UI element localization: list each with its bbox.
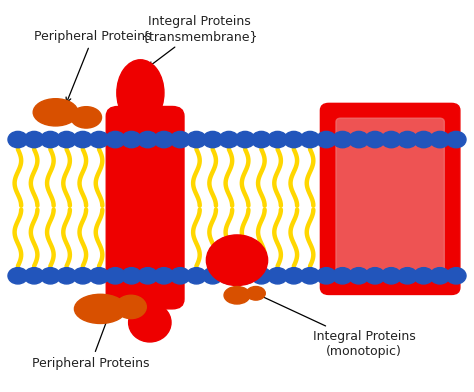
Circle shape [333,268,352,284]
Circle shape [57,268,76,284]
Circle shape [268,131,287,148]
Circle shape [349,268,369,284]
Circle shape [122,131,141,148]
Circle shape [40,268,60,284]
Circle shape [316,131,336,148]
Circle shape [268,268,287,284]
Circle shape [446,131,466,148]
Ellipse shape [246,287,265,300]
Circle shape [251,268,271,284]
Ellipse shape [116,295,146,319]
Circle shape [40,131,60,148]
Circle shape [73,131,93,148]
Circle shape [170,268,190,284]
Text: Integral Proteins
(monotopic): Integral Proteins (monotopic) [255,293,416,358]
Circle shape [398,131,417,148]
Ellipse shape [71,107,101,128]
Circle shape [446,268,466,284]
Circle shape [316,268,336,284]
Circle shape [365,268,385,284]
Text: Peripheral Proteins: Peripheral Proteins [32,317,150,370]
Circle shape [381,268,401,284]
FancyBboxPatch shape [106,107,184,309]
Ellipse shape [74,294,126,323]
Circle shape [365,131,385,148]
FancyBboxPatch shape [320,103,460,294]
Circle shape [122,268,141,284]
Circle shape [8,268,28,284]
Circle shape [430,268,450,284]
Circle shape [187,268,206,284]
Circle shape [414,268,434,284]
Circle shape [8,131,28,148]
Ellipse shape [33,99,78,126]
Circle shape [24,268,44,284]
Circle shape [430,131,450,148]
Circle shape [333,131,352,148]
Circle shape [414,131,434,148]
Circle shape [89,131,109,148]
Circle shape [300,268,320,284]
Circle shape [187,131,206,148]
FancyBboxPatch shape [336,118,444,279]
Circle shape [349,131,369,148]
Circle shape [203,268,223,284]
Ellipse shape [117,60,164,126]
Circle shape [235,268,255,284]
Circle shape [219,268,239,284]
Circle shape [154,268,174,284]
Circle shape [24,131,44,148]
Circle shape [105,131,125,148]
Ellipse shape [224,287,250,304]
Circle shape [219,131,239,148]
Circle shape [300,131,320,148]
Circle shape [284,131,304,148]
Circle shape [235,131,255,148]
Circle shape [138,131,158,148]
Text: Peripheral Proteins: Peripheral Proteins [35,30,152,103]
Circle shape [154,131,174,148]
Circle shape [57,131,76,148]
Ellipse shape [206,235,268,285]
Circle shape [284,268,304,284]
Circle shape [73,268,93,284]
Circle shape [138,268,158,284]
Circle shape [381,131,401,148]
Circle shape [398,268,417,284]
Ellipse shape [128,303,171,342]
Circle shape [105,268,125,284]
Circle shape [170,131,190,148]
Circle shape [251,131,271,148]
Circle shape [203,131,223,148]
Circle shape [89,268,109,284]
Text: Integral Proteins
{transmembrane}: Integral Proteins {transmembrane} [141,15,257,67]
